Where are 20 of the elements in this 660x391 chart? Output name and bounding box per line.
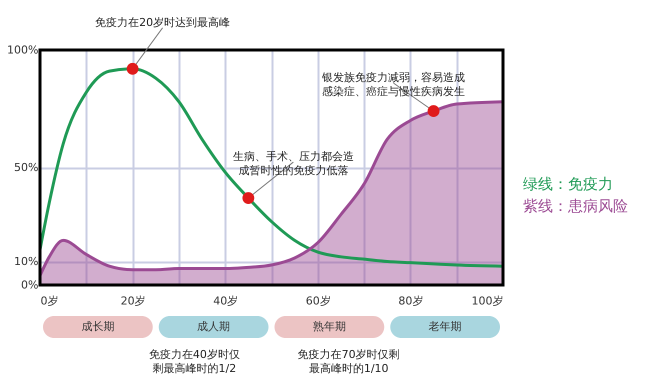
x-tick-label: 0岁 <box>40 294 58 308</box>
text: 绿线：免疫力 <box>523 174 613 193</box>
x-tick-label: 100岁 <box>472 294 504 308</box>
series-label: 紫线：患病风险 <box>523 196 628 215</box>
annotation: 免疫力在20岁时达到最高峰 <box>95 16 230 29</box>
text: 熟年期 <box>312 320 346 333</box>
text: 老年期 <box>428 320 462 333</box>
text: 免疫力在40岁时仅剩最高峰时的1/2 <box>148 348 240 375</box>
x-tick-label: 20岁 <box>120 294 146 308</box>
y-tick-label: 0% <box>21 278 38 292</box>
x-tick-label: 60岁 <box>306 294 331 308</box>
text: 成长期 <box>81 320 114 333</box>
annotation: 生病、手术、压力都会造成暂时性的免疫力低落 <box>232 150 354 178</box>
x-tick-label: 80岁 <box>398 294 424 308</box>
y-tick-label: 10% <box>14 255 38 268</box>
text: 成人期 <box>197 320 230 333</box>
y-tick-label: 100% <box>7 44 38 56</box>
y-tick-label: 50% <box>14 161 38 174</box>
x-tick-label: 40岁 <box>213 294 238 308</box>
text: 免疫力在70岁时仅剩最高峰时的1/10 <box>298 348 400 375</box>
